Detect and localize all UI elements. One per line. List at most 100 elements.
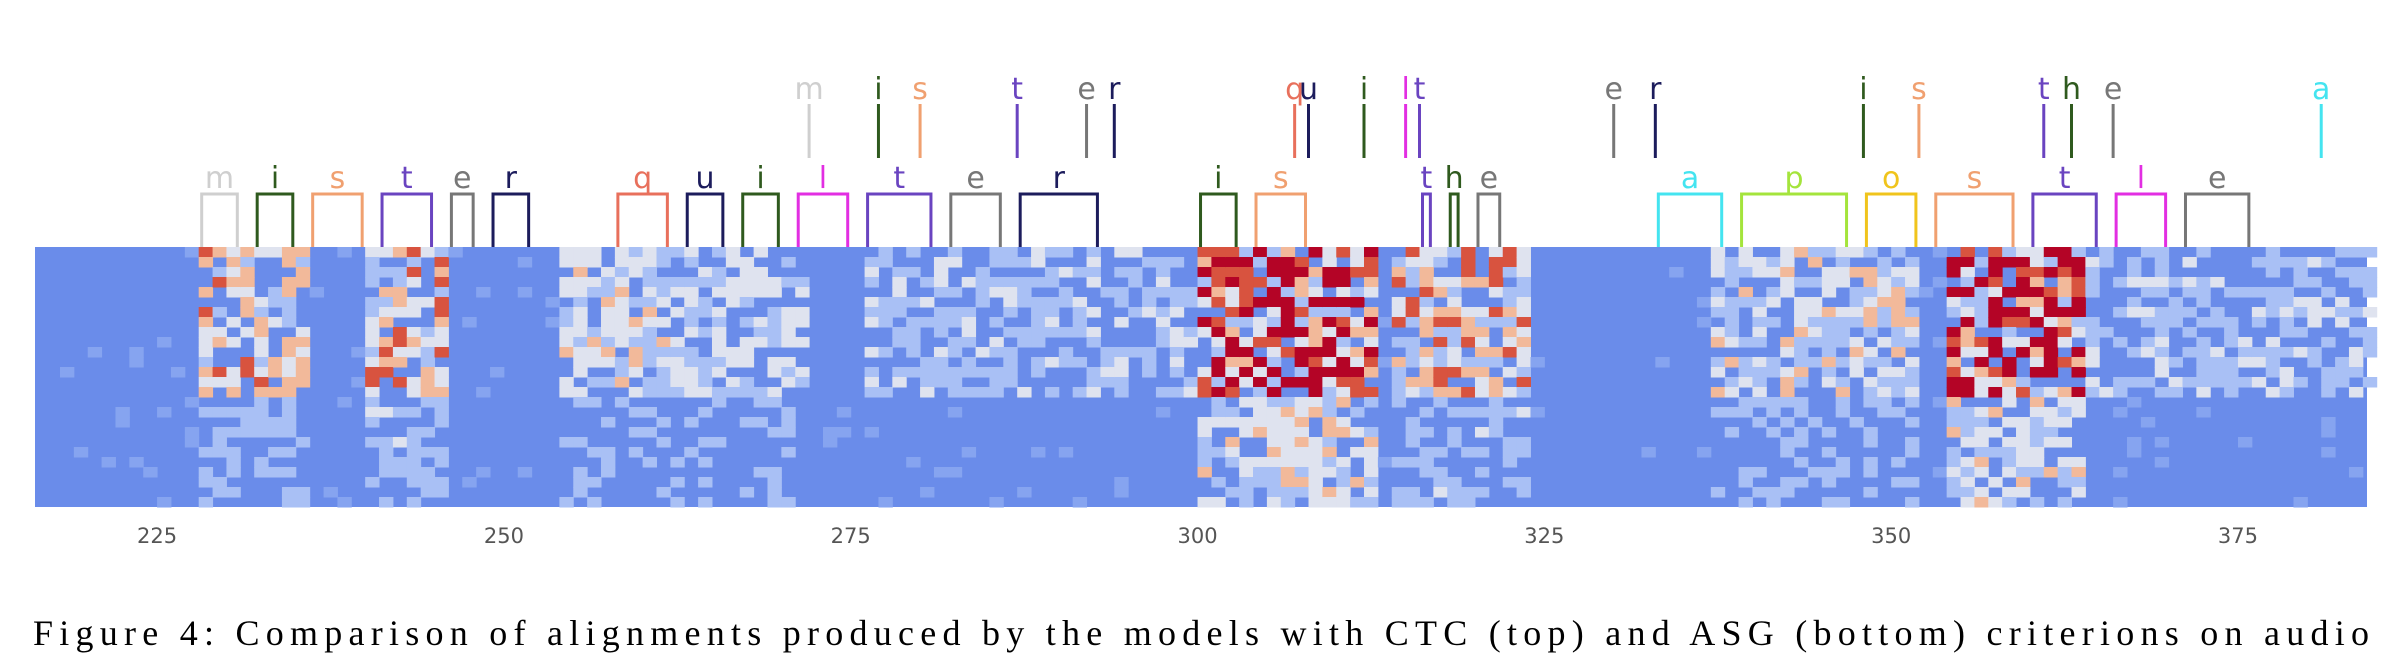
- spectrogram-cell: [379, 317, 394, 328]
- spectrogram-cell: [198, 447, 214, 458]
- spectrogram-cell: [1780, 337, 1795, 348]
- spectrogram-cell: [1488, 377, 1504, 388]
- spectrogram-cell: [906, 267, 921, 278]
- spectrogram-cell: [2057, 477, 2073, 488]
- spectrogram-cell: [1225, 317, 1240, 328]
- spectrogram-cell: [1350, 497, 1365, 508]
- spectrogram-cell: [725, 287, 741, 298]
- spectrogram-cell: [406, 257, 422, 268]
- spectrogram-cell: [1849, 417, 1864, 428]
- spectrogram-cell: [1780, 367, 1795, 378]
- spectrogram-cell: [1391, 457, 1407, 468]
- spectrogram-cell: [1807, 467, 1823, 478]
- spectrogram-cell: [920, 357, 935, 368]
- spectrogram-cell: [1086, 257, 1101, 268]
- spectrogram-cell: [559, 347, 574, 358]
- spectrogram-cell: [1072, 497, 1088, 508]
- spectrogram-cell: [920, 387, 935, 398]
- spectrogram-cell: [517, 287, 533, 298]
- spectrogram-cell: [1308, 447, 1323, 458]
- spectrogram-cell: [1794, 277, 1809, 288]
- spectrogram-cell: [517, 467, 533, 478]
- spectrogram-cell: [1433, 347, 1448, 358]
- spectrogram-cell: [1364, 397, 1379, 408]
- spectrogram-cell: [434, 257, 449, 268]
- spectrogram-cell: [614, 297, 630, 308]
- spectrogram-cell: [337, 397, 352, 408]
- spectrogram-cell: [1724, 327, 1740, 338]
- spectrogram-cell: [1419, 457, 1434, 468]
- spectrogram-cell: [1419, 257, 1434, 268]
- spectrogram-cell: [2182, 257, 2197, 268]
- spectrogram-cell: [406, 467, 422, 478]
- spectrogram-cell: [1322, 367, 1337, 378]
- spectrogram-cell: [642, 337, 657, 348]
- spectrogram-cell: [1308, 287, 1323, 298]
- spectrogram-cell: [711, 287, 727, 298]
- spectrogram-cell: [1044, 327, 1060, 338]
- spectrogram-cell: [323, 487, 338, 498]
- spectrogram-cell: [226, 267, 241, 278]
- spectrogram-cell: [2168, 307, 2183, 318]
- spectrogram-cell: [143, 467, 158, 478]
- spectrogram-cell: [2057, 317, 2073, 328]
- spectrogram-cell: [1211, 347, 1226, 358]
- spectrogram-cell: [2251, 347, 2267, 358]
- spectrogram-cell: [1502, 347, 1518, 358]
- spectrogram-cell: [920, 277, 935, 288]
- spectrogram-cell: [212, 277, 227, 288]
- spectrogram-cell: [2265, 297, 2281, 308]
- spectrogram-cell: [212, 407, 227, 418]
- spectrogram-cell: [739, 347, 755, 358]
- spectrogram-cell: [1766, 487, 1781, 498]
- spectrogram-cell: [1350, 427, 1365, 438]
- spectrogram-cell: [1905, 257, 1920, 268]
- spectrogram-cell: [1766, 297, 1781, 308]
- spectrogram-cell: [240, 327, 255, 338]
- spectrogram-cell: [1946, 297, 1962, 308]
- spectrogram-cell: [2071, 467, 2086, 478]
- spectrogram-cell: [212, 337, 227, 348]
- spectrogram-cell: [1488, 407, 1504, 418]
- spectrogram-cell: [337, 497, 352, 508]
- spectrogram-cell: [1225, 417, 1240, 428]
- spectrogram-cell: [1794, 457, 1809, 468]
- spectrogram-cell: [1752, 357, 1767, 368]
- spectrogram-cell: [573, 387, 588, 398]
- spectrogram-cell: [1058, 347, 1074, 358]
- spectrogram-cell: [1044, 277, 1060, 288]
- spectrogram-cell: [365, 347, 380, 358]
- spectrogram-cell: [1710, 297, 1726, 308]
- spectrogram-cell: [2168, 317, 2183, 328]
- spectrogram-cell: [642, 247, 657, 258]
- spectrogram-cell: [767, 357, 782, 368]
- spectrogram-cell: [1322, 327, 1337, 338]
- spectrogram-cell: [1447, 497, 1462, 508]
- spectrogram-cell: [1863, 397, 1878, 408]
- spectrogram-cell: [1211, 497, 1226, 508]
- spectrogram-cell: [1405, 337, 1420, 348]
- spectrogram-cell: [1280, 377, 1296, 388]
- spectrogram-cell: [1516, 257, 1531, 268]
- spectrogram-cell: [1405, 307, 1420, 318]
- spectrogram-cell: [129, 347, 144, 358]
- spectrogram-cell: [989, 257, 1004, 268]
- spectrogram-cell: [559, 497, 574, 508]
- spectrogram-cell: [892, 337, 907, 348]
- spectrogram-cell: [1003, 277, 1018, 288]
- spectrogram-cell: [2057, 297, 2073, 308]
- spectrogram-cell: [698, 357, 713, 368]
- spectrogram-cell: [1322, 307, 1337, 318]
- spectrogram-cell: [295, 327, 311, 338]
- spectrogram-cell: [1447, 487, 1462, 498]
- spectrogram-cell: [1280, 427, 1296, 438]
- spectrogram-cell: [281, 307, 297, 318]
- spectrogram-cell: [1072, 327, 1088, 338]
- spectrogram-cell: [1447, 317, 1462, 328]
- spectrogram-cell: [767, 317, 782, 328]
- spectrogram-cell: [2237, 437, 2253, 448]
- spectrogram-cell: [379, 437, 394, 448]
- spectrogram-cell: [2057, 387, 2073, 398]
- spectrogram-cell: [1752, 257, 1767, 268]
- spectrogram-cell: [1502, 297, 1518, 308]
